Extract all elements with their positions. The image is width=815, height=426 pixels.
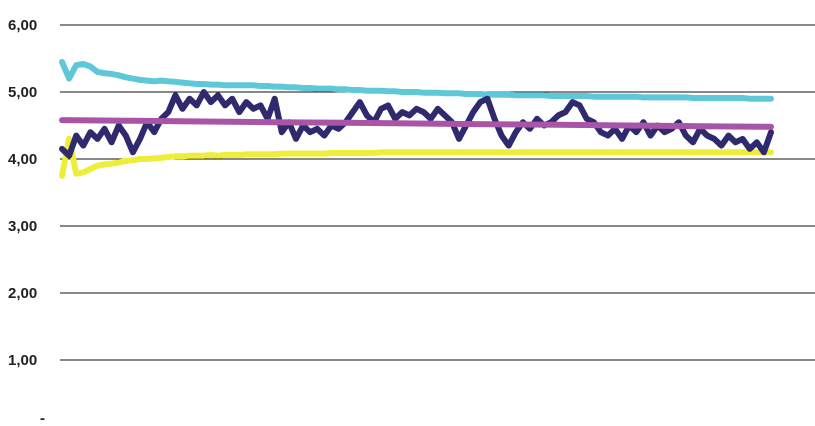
series-line-1 — [59, 135, 774, 179]
series-line-0 — [59, 58, 774, 102]
y-tick-label-4: 2,00 — [8, 285, 37, 302]
y-tick-label-1: 5,00 — [8, 84, 37, 101]
y-tick-label-2: 4,00 — [8, 151, 37, 168]
series-line-2 — [59, 89, 774, 159]
series-line-3 — [59, 117, 774, 130]
gridlines — [60, 24, 815, 361]
y-tick-label-5: 1,00 — [8, 352, 37, 369]
y-tick-label-6: - — [40, 410, 45, 426]
y-tick-label-0: 6,00 — [8, 17, 37, 34]
y-axis-tick-labels: 6,00 5,00 4,00 3,00 2,00 1,00 - — [8, 17, 45, 426]
y-tick-label-3: 3,00 — [8, 218, 37, 235]
series-lines — [59, 58, 774, 179]
